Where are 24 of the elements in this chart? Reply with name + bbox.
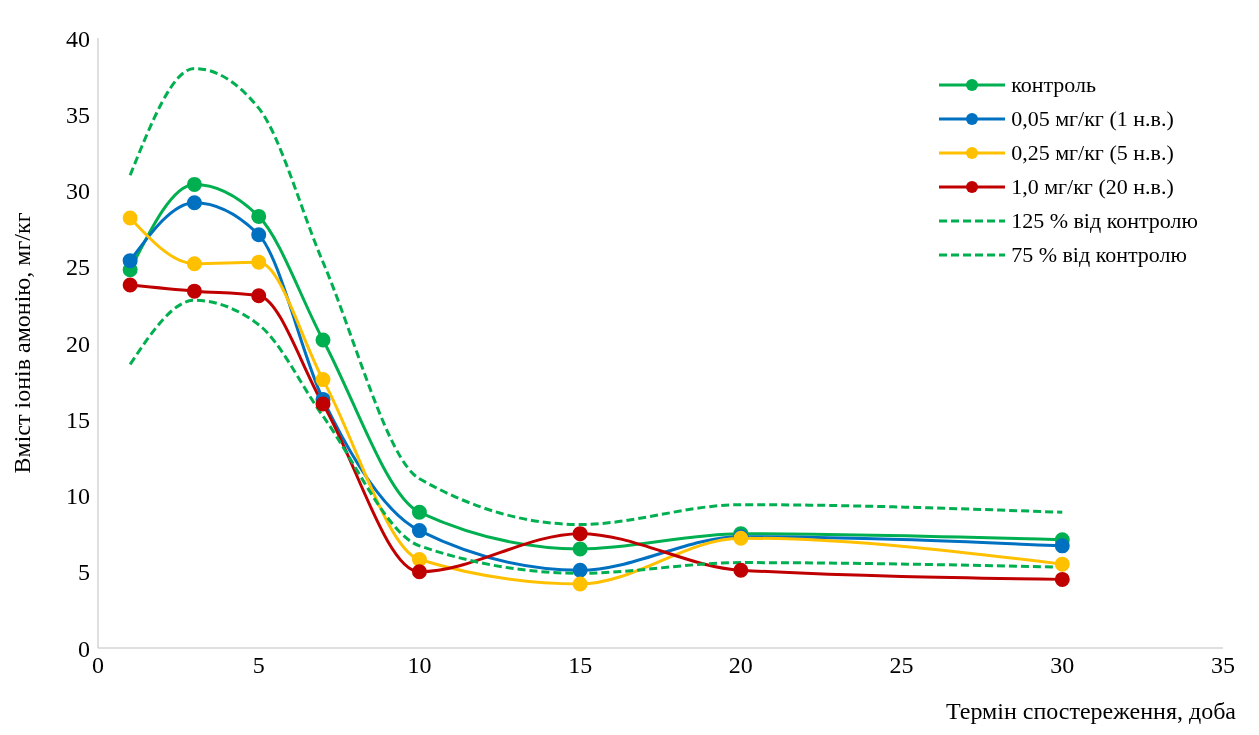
legend-label: 0,05 мг/кг (1 н.в.) bbox=[1011, 106, 1174, 132]
y-tick-label: 40 bbox=[66, 25, 90, 52]
y-tick-label: 30 bbox=[66, 178, 90, 205]
legend-label: контроль bbox=[1011, 72, 1097, 98]
y-tick-label: 0 bbox=[78, 635, 90, 662]
x-tick-label: 15 bbox=[568, 652, 593, 679]
x-tick-label: 10 bbox=[407, 652, 432, 679]
x-tick-label: 35 bbox=[1211, 652, 1235, 679]
y-tick-label: 15 bbox=[66, 406, 90, 433]
y-tick-label: 10 bbox=[66, 483, 90, 510]
legend-label: 75 % від контролю bbox=[1011, 242, 1187, 268]
x-tick-label: 25 bbox=[889, 652, 914, 679]
y-tick-label: 5 bbox=[78, 559, 90, 586]
legend-label: 0,25 мг/кг (5 н.в.) bbox=[1011, 140, 1174, 166]
x-tick-label: 20 bbox=[728, 652, 753, 679]
legend-label: 1,0 мг/кг (20 н.в.) bbox=[1011, 174, 1174, 200]
x-tick-label: 5 bbox=[252, 652, 265, 679]
x-tick-label: 30 bbox=[1050, 652, 1075, 679]
y-tick-label: 20 bbox=[66, 330, 90, 357]
y-axis-title: Вміст іонів амонію, мг/кг bbox=[8, 212, 35, 474]
legend-label: 125 % від контролю bbox=[1011, 208, 1198, 234]
y-tick-label: 25 bbox=[66, 254, 90, 281]
y-tick-label: 35 bbox=[66, 101, 90, 128]
x-axis-title: Термін спостереження, доба bbox=[946, 698, 1236, 725]
